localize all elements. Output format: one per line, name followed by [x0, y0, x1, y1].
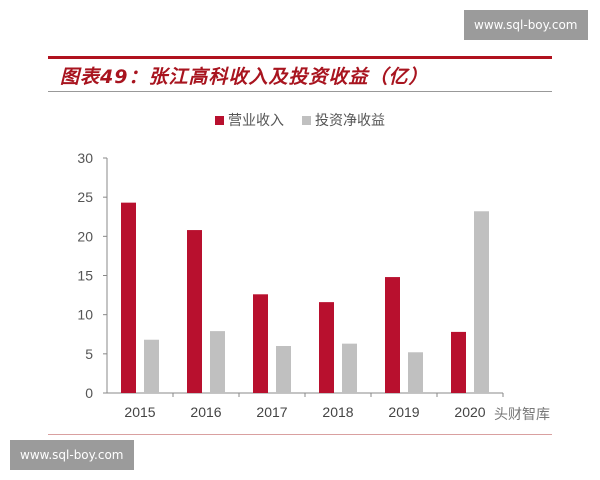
watermark-bottom-left: www.sql-boy.com	[10, 440, 134, 470]
y-tick-label: 15	[77, 268, 93, 284]
y-tick-label: 25	[77, 189, 93, 205]
legend-swatch	[302, 115, 311, 125]
legend: 营业收入 投资净收益	[0, 110, 600, 130]
y-tick-label: 20	[77, 228, 93, 244]
title-bottom-rule	[48, 91, 552, 92]
bar-investment-2018	[342, 343, 357, 393]
bar-revenue-2019	[385, 277, 400, 393]
bar-investment-2017	[276, 346, 291, 393]
legend-swatch	[215, 115, 224, 125]
bar-investment-2015	[144, 339, 159, 393]
bar-revenue-2015	[121, 202, 136, 393]
watermark-top-right: www.sql-boy.com	[464, 10, 588, 40]
bar-revenue-2016	[187, 230, 202, 393]
x-tick-label: 2016	[190, 404, 221, 420]
y-tick-label: 5	[85, 346, 93, 362]
bar-revenue-2020	[451, 331, 466, 393]
bar-investment-2020	[474, 211, 489, 393]
chart-title: 图表49：张江高科收入及投资收益（亿）	[60, 66, 429, 88]
y-tick-label: 30	[77, 150, 93, 166]
y-tick-label: 0	[85, 385, 93, 401]
x-tick-label: 2019	[388, 404, 419, 420]
bar-investment-2019	[408, 352, 423, 393]
legend-item-investment: 投资净收益	[302, 110, 385, 130]
x-tick-label: 2018	[322, 404, 353, 420]
bar-revenue-2017	[253, 294, 268, 393]
bottom-rule	[48, 434, 552, 435]
x-tick-label: 2015	[124, 404, 155, 420]
bar-investment-2016	[210, 331, 225, 393]
source-watermark: 头财智库	[494, 407, 550, 423]
legend-label: 营业收入	[228, 113, 284, 129]
title-top-rule	[48, 56, 552, 59]
legend-label: 投资净收益	[315, 113, 385, 129]
bar-revenue-2018	[319, 302, 334, 393]
x-tick-label: 2017	[256, 404, 287, 420]
y-tick-label: 10	[77, 307, 93, 323]
legend-item-revenue: 营业收入	[215, 110, 284, 130]
x-tick-label: 2020	[454, 404, 485, 420]
